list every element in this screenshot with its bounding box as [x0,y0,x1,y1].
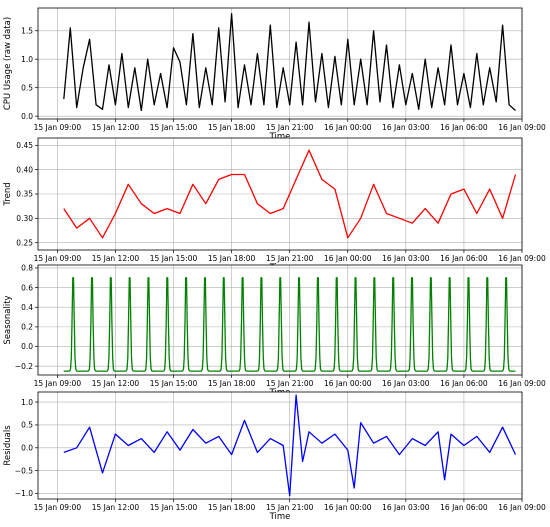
x-tick-label: 16 Jan 09:00 [498,379,546,388]
x-tick-label: 15 Jan 12:00 [92,123,140,132]
chart-panel-2: 15 Jan 09:00 15 Jan 12:00 15 Jan 15:00 15 J… [3,137,546,273]
chart-panel-3: 15 Jan 09:00 15 Jan 12:00 15 Jan 15:00 15 J… [3,264,546,398]
x-tick-label: 15 Jan 09:00 [34,254,82,263]
series-line [63,277,516,372]
y-tick-label: 0.5 [21,83,33,92]
chart-panel-4: 15 Jan 09:00 15 Jan 12:00 15 Jan 15:00 15 J… [3,391,546,522]
y-tick-label: 0.30 [16,214,33,223]
x-tick-label: 16 Jan 06:00 [440,123,488,132]
x-tick-label: 16 Jan 09:00 [498,254,546,263]
series-line [63,149,517,239]
x-tick-label: 15 Jan 15:00 [150,123,198,132]
plot-area [38,8,522,119]
y-axis-title: CPU Usage (raw data) [3,17,13,110]
y-tick-label: 0.0 [21,112,33,121]
x-tick-label: 16 Jan 09:00 [498,503,546,512]
y-tick-label: 0.25 [16,238,33,247]
x-tick-label: 16 Jan 06:00 [440,254,488,263]
x-tick-label: 15 Jan 18:00 [208,379,256,388]
axes-frame [37,7,523,120]
x-tick-label: 15 Jan 18:00 [208,503,256,512]
x-tick-label: 16 Jan 03:00 [382,503,430,512]
x-tick-label: 16 Jan 00:00 [324,503,372,512]
y-axis-title: Trend [3,182,13,206]
x-tick-label: 16 Jan 09:00 [498,123,546,132]
axes-frame [37,264,523,376]
y-tick-label: 0.0 [21,443,33,452]
y-tick-label: −0.2 [15,362,33,371]
x-tick-label: 15 Jan 18:00 [208,254,256,263]
y-tick-label: 0.45 [16,141,33,150]
x-tick-label: 16 Jan 03:00 [382,123,430,132]
y-axis-title: Seasonality [3,295,13,344]
x-tick-label: 16 Jan 03:00 [382,254,430,263]
y-tick-label: 0.0 [21,342,33,351]
axes-frame [37,391,523,500]
x-tick-label: 16 Jan 06:00 [440,379,488,388]
y-tick-label: 0.35 [16,190,33,199]
y-tick-label: 0.4 [21,303,33,312]
x-tick-label: 15 Jan 09:00 [34,379,82,388]
x-axis-title: Time [269,512,291,522]
y-tick-label: 1.0 [21,398,33,407]
x-tick-label: 15 Jan 15:00 [150,254,198,263]
y-tick-label: 0.6 [21,283,33,292]
y-tick-label: −1.0 [15,489,33,498]
x-tick-label: 15 Jan 18:00 [208,123,256,132]
x-tick-label: 15 Jan 21:00 [266,123,314,132]
y-tick-label: 1.5 [21,26,33,35]
x-tick-label: 16 Jan 00:00 [324,379,372,388]
x-axis-title: Time [269,132,291,142]
y-tick-label: 1.0 [21,55,33,64]
y-tick-label: 0.2 [21,323,33,332]
x-tick-label: 15 Jan 12:00 [92,254,140,263]
x-tick-label: 15 Jan 12:00 [92,379,140,388]
series-line [63,13,516,112]
x-tick-label: 15 Jan 21:00 [266,254,314,263]
x-tick-label: 15 Jan 15:00 [150,503,198,512]
axes-frame [37,137,523,251]
x-tick-label: 15 Jan 21:00 [266,379,314,388]
y-tick-label: 0.40 [16,165,33,174]
y-tick-label: −0.5 [15,466,33,475]
x-tick-label: 15 Jan 09:00 [34,123,82,132]
x-tick-label: 16 Jan 00:00 [324,123,372,132]
y-tick-label: 0.5 [21,421,33,430]
x-tick-label: 15 Jan 21:00 [266,503,314,512]
plot-area [38,392,522,499]
y-axis-title: Residuals [3,425,13,466]
series-line [63,394,517,497]
chart-panel-1: 15 Jan 09:00 15 Jan 12:00 15 Jan 15:00 15 J… [3,7,546,142]
x-tick-label: 16 Jan 00:00 [324,254,372,263]
x-tick-label: 15 Jan 09:00 [34,503,82,512]
x-tick-label: 15 Jan 12:00 [92,503,140,512]
x-tick-label: 16 Jan 06:00 [440,503,488,512]
y-tick-label: 0.8 [21,264,33,273]
x-tick-label: 16 Jan 03:00 [382,379,430,388]
x-tick-label: 15 Jan 15:00 [150,379,198,388]
